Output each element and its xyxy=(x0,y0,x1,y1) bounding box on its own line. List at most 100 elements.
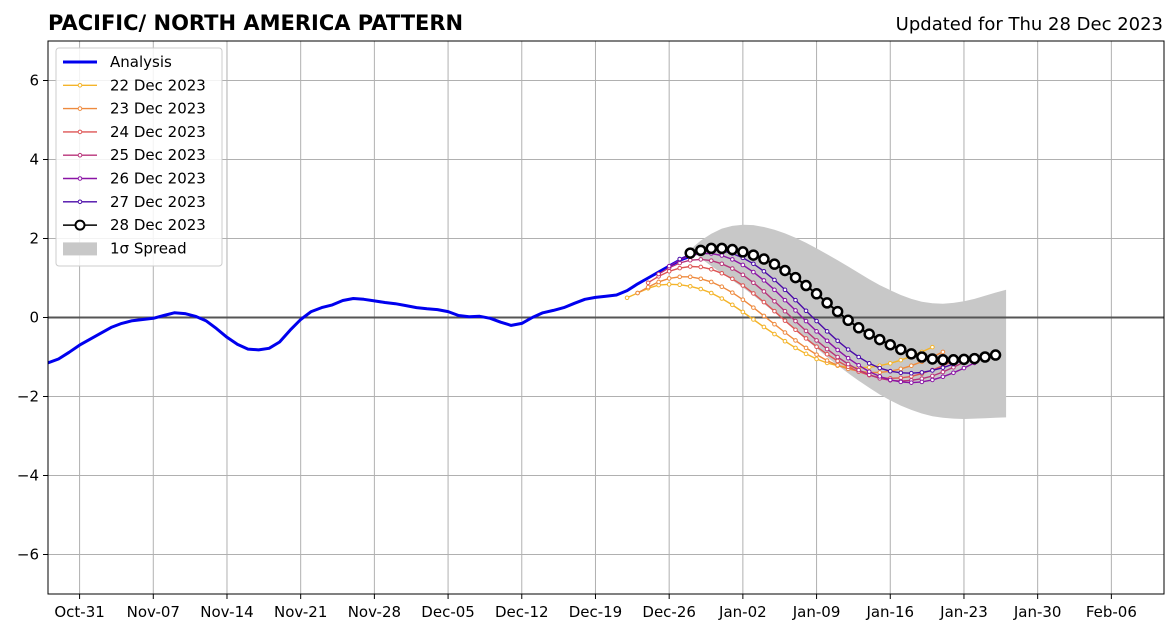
forecast-point xyxy=(730,257,735,262)
forecast-point xyxy=(730,302,735,308)
forecast-point xyxy=(877,365,883,371)
forecast-point xyxy=(979,351,991,363)
forecast-point xyxy=(793,338,798,343)
forecast-point xyxy=(751,269,756,275)
x-tick-label: Dec-19 xyxy=(569,603,623,621)
y-tick-label: 2 xyxy=(29,230,39,248)
forecast-point xyxy=(835,362,840,368)
y-tick-label: 6 xyxy=(29,72,39,90)
forecast-point xyxy=(877,374,883,379)
forecast-point xyxy=(909,380,914,385)
forecast-point xyxy=(909,370,914,376)
legend-marker xyxy=(77,152,83,158)
forecast-point xyxy=(684,247,696,259)
forecast-point xyxy=(698,286,704,292)
forecast-point xyxy=(831,305,844,318)
forecast-point xyxy=(687,274,693,280)
forecast-point xyxy=(856,362,861,368)
x-tick-label: Nov-14 xyxy=(200,603,253,621)
forecast-point xyxy=(793,327,798,333)
forecast-point xyxy=(930,373,935,379)
forecast-point xyxy=(666,263,672,269)
forecast-point xyxy=(937,354,949,366)
forecast-point xyxy=(814,352,819,357)
forecast-point xyxy=(635,290,640,296)
forecast-point xyxy=(719,270,725,276)
forecast-point xyxy=(824,329,830,334)
forecast-point xyxy=(740,309,746,315)
analysis-line xyxy=(48,254,691,365)
forecast-point xyxy=(719,253,725,258)
x-tick-label: Jan-09 xyxy=(792,603,841,621)
chart-subtitle: Updated for Thu 28 Dec 2023 xyxy=(896,14,1163,35)
forecast-point xyxy=(740,272,746,278)
forecast-point xyxy=(989,349,1002,361)
x-tick-label: Nov-28 xyxy=(348,603,401,621)
forecast-point xyxy=(803,318,809,324)
forecast-point xyxy=(698,264,704,270)
forecast-point xyxy=(940,374,946,380)
x-tick-label: Jan-23 xyxy=(939,603,988,621)
x-tick-label: Dec-05 xyxy=(421,603,475,621)
legend-marker xyxy=(77,176,83,181)
forecast-point xyxy=(772,287,777,293)
forecast-point xyxy=(835,347,840,353)
forecast-point xyxy=(887,377,893,383)
forecast-point xyxy=(677,265,682,271)
forecast-point xyxy=(677,256,682,262)
forecast-point xyxy=(940,349,946,355)
legend-label: 23 Dec 2023 xyxy=(110,100,206,118)
legend-label: 1σ Spread xyxy=(110,239,187,257)
forecast-point xyxy=(793,297,798,303)
forecast-point xyxy=(719,261,725,267)
forecast-point xyxy=(687,264,693,269)
legend-label: 25 Dec 2023 xyxy=(110,146,206,164)
forecast-point xyxy=(930,344,935,350)
x-tick-label: Nov-21 xyxy=(274,603,327,621)
legend-marker xyxy=(77,106,83,111)
forecast-point xyxy=(940,369,946,375)
x-tick-label: Jan-02 xyxy=(718,603,767,621)
forecast-point xyxy=(919,370,925,375)
forecast-point xyxy=(772,308,777,314)
forecast-point xyxy=(698,276,704,282)
forecast-point xyxy=(793,318,798,324)
forecast-point xyxy=(814,329,819,334)
x-axis: Oct-31 Nov-07 Nov-14 Nov-21 Nov-28 Dec-05 Dec-… xyxy=(54,594,1137,621)
forecast-point xyxy=(845,361,851,367)
forecast-point xyxy=(845,347,851,352)
forecast-point xyxy=(677,274,682,280)
forecast-point xyxy=(898,370,904,376)
forecast-point xyxy=(905,348,918,360)
x-tick-label: Jan-16 xyxy=(865,603,914,621)
chart-title: PACIFIC/ NORTH AMERICA PATTERN xyxy=(48,11,463,35)
forecast-point xyxy=(761,324,767,330)
forecast-point xyxy=(719,296,725,301)
legend-box xyxy=(55,47,223,267)
forecast-point xyxy=(772,277,777,283)
y-axis: −6 −4 −2 0 2 4 6 xyxy=(17,72,48,564)
legend-label: 27 Dec 2023 xyxy=(110,193,206,211)
forecast-point xyxy=(779,264,791,277)
legend-label: 22 Dec 2023 xyxy=(110,76,206,94)
forecast-point xyxy=(716,242,728,255)
forecast-point xyxy=(751,317,756,322)
x-tick-label: Dec-12 xyxy=(495,603,549,621)
forecast-point xyxy=(789,271,802,284)
forecast-point xyxy=(863,328,875,340)
forecast-point xyxy=(842,314,854,327)
forecast-point xyxy=(708,279,714,285)
forecast-point xyxy=(898,379,904,385)
forecast-point xyxy=(810,288,823,300)
forecast-point xyxy=(730,266,735,271)
x-tick-label: Oct-31 xyxy=(54,603,104,621)
forecast-point xyxy=(866,369,872,374)
forecast-point xyxy=(968,352,981,365)
forecast-point xyxy=(656,279,661,285)
forecast-point xyxy=(814,338,819,343)
forecast-point xyxy=(747,249,760,261)
forecast-point xyxy=(761,289,767,294)
forecast-point xyxy=(645,280,651,286)
forecast-point xyxy=(782,297,788,303)
forecast-point xyxy=(866,364,872,370)
